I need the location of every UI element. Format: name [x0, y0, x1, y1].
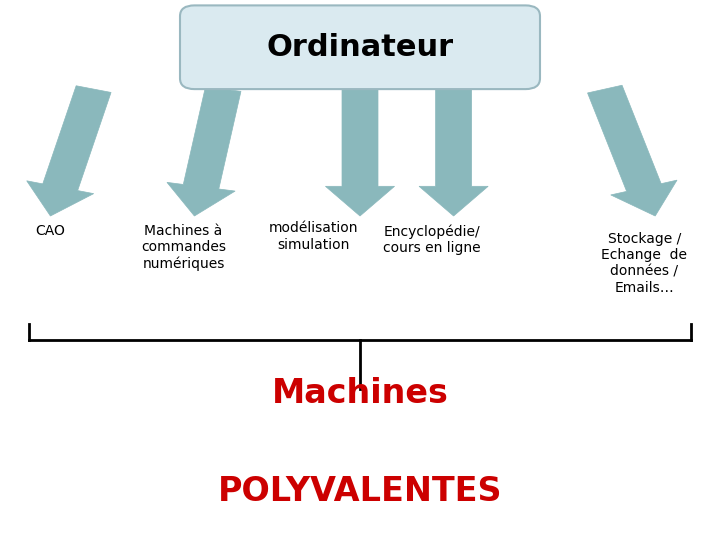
Polygon shape	[419, 89, 488, 216]
FancyBboxPatch shape	[180, 5, 540, 89]
Text: POLYVALENTES: POLYVALENTES	[217, 475, 503, 508]
Polygon shape	[167, 87, 241, 216]
Text: Machines: Machines	[271, 377, 449, 410]
Text: Stockage /
Echange  de
données /
Emails…: Stockage / Echange de données / Emails…	[601, 232, 688, 295]
Polygon shape	[325, 89, 395, 216]
Polygon shape	[27, 86, 111, 216]
Text: Ordinateur: Ordinateur	[266, 33, 454, 62]
Text: CAO: CAO	[35, 224, 66, 238]
Text: modélisation
simulation: modélisation simulation	[269, 221, 358, 252]
Polygon shape	[588, 85, 677, 216]
Text: Machines à
commandes
numériques: Machines à commandes numériques	[141, 224, 226, 271]
Text: Encyclopédie/
cours en ligne: Encyclopédie/ cours en ligne	[383, 224, 481, 255]
